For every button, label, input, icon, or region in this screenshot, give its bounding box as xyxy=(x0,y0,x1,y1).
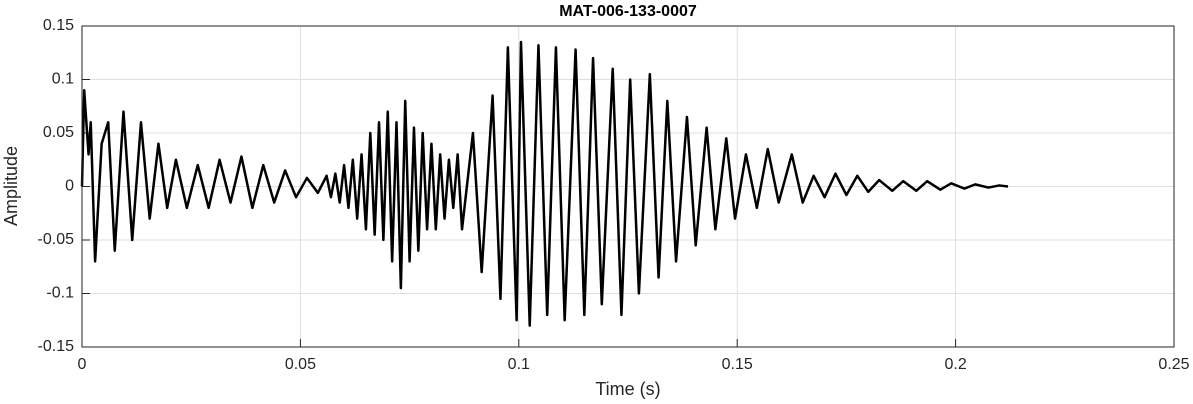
y-tick-label: 0.05 xyxy=(43,124,74,141)
x-tick-label: 0.25 xyxy=(1158,356,1189,373)
y-tick-label: 0.15 xyxy=(43,17,74,34)
x-tick-label: 0 xyxy=(78,356,87,373)
line xyxy=(80,40,1009,327)
x-axis-label: Time (s) xyxy=(595,379,660,399)
x-tick-label: 0.1 xyxy=(508,356,530,373)
x-tick-label: 0.05 xyxy=(285,356,316,373)
chart-title: MAT-006-133-0007 xyxy=(559,3,697,20)
y-tick-label: 0 xyxy=(65,178,74,195)
y-tick-label: -0.05 xyxy=(38,231,75,248)
y-tick-label: -0.1 xyxy=(46,285,74,302)
y-axis-label: Amplitude xyxy=(1,146,21,226)
x-tick-label: 0.2 xyxy=(944,356,966,373)
y-tick-label: 0.1 xyxy=(52,71,74,88)
plot-frame xyxy=(81,25,1175,348)
y-tick-label: -0.15 xyxy=(38,338,75,355)
x-tick-label: 0.15 xyxy=(722,356,753,373)
